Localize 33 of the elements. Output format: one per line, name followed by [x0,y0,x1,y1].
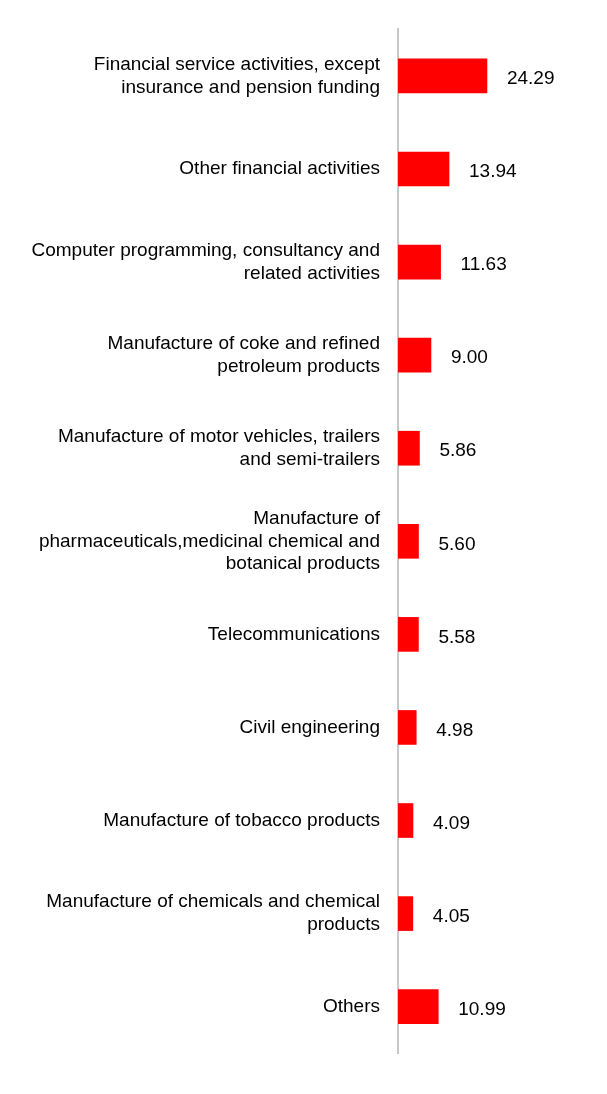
bar [398,430,420,466]
y-tick-label: Manufacture of coke and refined petroleum products [107,331,380,376]
bar [398,896,414,931]
data-label: 4.09 [432,811,470,833]
y-tick-label: Financial service activities, except insurance and pension funding [93,52,381,97]
y-tick-label: Manufacture of pharmaceuticals,medicinal chemical and botanical products [38,506,381,574]
y-tick-label: Computer programming, consultancy and related activities [31,238,380,283]
bar [398,617,419,652]
bar [398,710,417,745]
y-tick-label: Others [322,994,380,1016]
data-label: 5.60 [438,532,476,554]
y-tick-label: Civil engineering [239,715,380,737]
y-tick-label: Other financial activities [179,157,380,179]
y-tick-label: Telecommunications [207,622,380,644]
data-label: 5.86 [439,439,477,461]
y-tick-label: Manufacture of tobacco products [103,808,380,830]
y-tick-label: Manufacture of motor vehicles, trailers and semi-trailers [57,425,380,469]
bar [398,151,450,187]
bar [398,58,488,94]
bar [398,803,414,838]
bar [398,989,439,1024]
data-label: 10.99 [458,997,506,1019]
data-label: 13.94 [469,160,518,182]
data-label: 11.63 [460,253,507,275]
data-label: 9.00 [450,346,488,368]
data-label: 4.05 [432,904,470,926]
data-label: 5.58 [438,625,476,647]
bar [398,337,432,373]
y-tick-label: Manufacture of chemicals and chemical products [46,890,380,935]
data-label: 4.98 [436,718,474,740]
bar [398,523,419,559]
data-label: 24.29 [506,67,555,89]
bar [398,244,441,280]
